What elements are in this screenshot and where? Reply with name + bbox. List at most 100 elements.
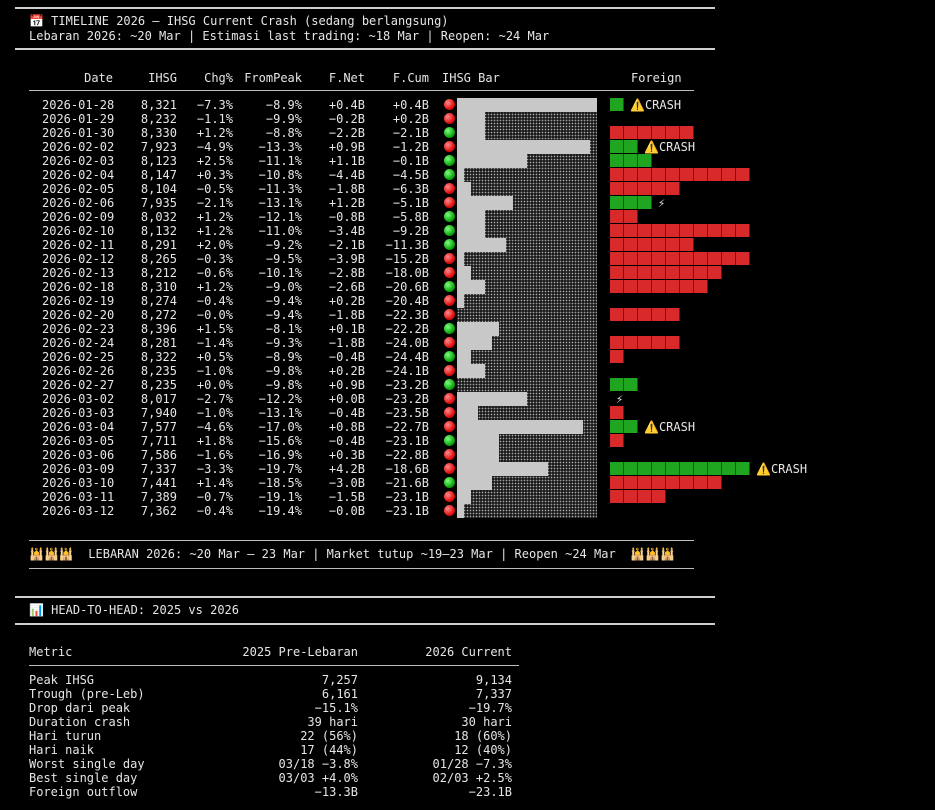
table-row: 2026-02-04 8,147 +0.3% −10.8% −4.4B −4.5B (0, 168, 935, 182)
h2h-value-2026: 9,134 (475, 673, 512, 687)
cell-fcum: −22.7B (385, 420, 429, 434)
h2h-metric: Foreign outflow (29, 785, 138, 799)
h2h-title: 📊 HEAD-TO-HEAD: 2025 vs 2026 (29, 603, 240, 617)
green-circle-icon (444, 169, 455, 180)
cell-ihsg: 8,132 (140, 224, 177, 238)
red-circle-icon (444, 309, 455, 320)
red-circle-icon (444, 365, 455, 376)
h2h-value-2026: −23.1B (468, 785, 512, 799)
cell-ihsg: 8,235 (140, 364, 177, 378)
cell-date: 2026-02-20 (42, 308, 115, 322)
red-circle-icon (444, 407, 455, 418)
cell-fcum: −24.1B (385, 364, 429, 378)
cell-chg: +1.4% (196, 476, 233, 490)
cell-ihsg: 8,330 (140, 126, 177, 140)
red-circle-icon (444, 99, 455, 110)
foreign-inflow-bar (610, 154, 652, 167)
cell-date: 2026-03-11 (42, 490, 115, 504)
cell-fnet: −2.8B (328, 266, 365, 280)
h2h-col-2026: 2026 Current (425, 645, 512, 659)
cell-chg: −1.0% (196, 406, 233, 420)
cell-fcum: −23.2B (385, 392, 429, 406)
cell-fcum: −0.1B (392, 154, 429, 168)
cell-chg: +1.8% (196, 434, 233, 448)
red-circle-icon (444, 141, 455, 152)
cell-date: 2026-01-28 (42, 98, 115, 112)
cell-chg: +1.2% (196, 224, 233, 238)
ihsg-bar (457, 210, 485, 224)
table-row: 2026-01-28 8,321 −7.3% −8.9% +0.4B +0.4B ⚠️CRA… (0, 98, 935, 112)
cell-fnet: −0.4B (328, 434, 365, 448)
foreign-outflow-bar (610, 336, 680, 349)
table-row: 2026-02-13 8,212 −0.6% −10.1% −2.8B −18.0B (0, 266, 935, 280)
cell-frompeak: −12.2% (258, 392, 302, 406)
ihsg-bar (457, 504, 464, 518)
warning-icon: ⚠️ (644, 140, 659, 154)
cell-fnet: −2.2B (328, 126, 365, 140)
cell-frompeak: −9.8% (265, 364, 302, 378)
foreign-outflow-bar (610, 182, 680, 195)
crash-flag: ⚠️CRASH (630, 98, 682, 112)
cell-fcum: −2.1B (392, 126, 429, 140)
col-foreign: Foreign (631, 71, 682, 85)
timeline-title: 📅 TIMELINE 2026 — IHSG Current Crash (se… (29, 14, 449, 28)
cell-ihsg: 8,212 (140, 266, 177, 280)
h2h-metric: Drop dari peak (29, 701, 131, 715)
foreign-inflow-bar (610, 378, 638, 391)
cell-ihsg: 7,389 (140, 490, 177, 504)
cell-ihsg: 8,017 (140, 392, 177, 406)
table-row: 2026-02-25 8,322 +0.5% −8.9% −0.4B −24.4B (0, 350, 935, 364)
cell-fcum: −6.3B (392, 182, 429, 196)
ihsg-bar (457, 350, 471, 364)
cell-frompeak: −13.3% (258, 140, 302, 154)
cell-ihsg: 8,281 (140, 336, 177, 350)
cell-chg: +2.5% (196, 154, 233, 168)
h2h-value-2026: 01/28 −7.3% (432, 757, 512, 771)
cell-fcum: −15.2B (385, 252, 429, 266)
h2h-value-2025: 6,161 (321, 687, 358, 701)
cell-date: 2026-02-25 (42, 350, 115, 364)
table-row: 2026-01-30 8,330 +1.2% −8.8% −2.2B −2.1B (0, 126, 935, 140)
cell-fnet: −1.8B (328, 182, 365, 196)
cell-ihsg: 8,104 (140, 182, 177, 196)
cell-fcum: −18.6B (385, 462, 429, 476)
foreign-outflow-bar (610, 308, 680, 321)
cell-fcum: −22.8B (385, 448, 429, 462)
h2h-value-2025: 03/03 +4.0% (278, 771, 358, 785)
h2h-value-2025: 7,257 (321, 673, 358, 687)
cell-frompeak: −12.1% (258, 210, 302, 224)
cell-fcum: −23.1B (385, 434, 429, 448)
green-circle-icon (444, 155, 455, 166)
cell-fcum: −5.8B (392, 210, 429, 224)
cell-ihsg: 7,923 (140, 140, 177, 154)
cell-chg: +1.2% (196, 126, 233, 140)
cell-frompeak: −9.5% (265, 252, 302, 266)
cell-date: 2026-02-23 (42, 322, 115, 336)
cell-fcum: −23.2B (385, 378, 429, 392)
foreign-outflow-bar (610, 280, 708, 293)
table-row: 2026-03-03 7,940 −1.0% −13.1% −0.4B −23.5B (0, 406, 935, 420)
cell-fcum: −22.3B (385, 308, 429, 322)
cell-fcum: −23.5B (385, 406, 429, 420)
cell-fnet: −3.9B (328, 252, 365, 266)
cell-fcum: +0.4B (392, 98, 429, 112)
cell-fnet: −2.6B (328, 280, 365, 294)
cell-chg: −0.0% (196, 308, 233, 322)
cell-date: 2026-02-18 (42, 280, 115, 294)
cell-fnet: −4.4B (328, 168, 365, 182)
red-circle-icon (444, 253, 455, 264)
h2h-value-2026: 02/03 +2.5% (432, 771, 512, 785)
cell-fcum: +0.2B (392, 112, 429, 126)
h2h-header-rule (29, 665, 519, 666)
cell-chg: −2.7% (196, 392, 233, 406)
red-circle-icon (444, 491, 455, 502)
ihsg-bar (457, 434, 499, 448)
cell-chg: +0.5% (196, 350, 233, 364)
col-fcum: F.Cum (392, 71, 429, 85)
ihsg-bar (457, 266, 471, 280)
cell-frompeak: −11.0% (258, 224, 302, 238)
h2h-value-2026: 12 (40%) (454, 743, 512, 757)
red-circle-icon (444, 183, 455, 194)
cell-ihsg: 8,291 (140, 238, 177, 252)
cell-fnet: −0.4B (328, 406, 365, 420)
